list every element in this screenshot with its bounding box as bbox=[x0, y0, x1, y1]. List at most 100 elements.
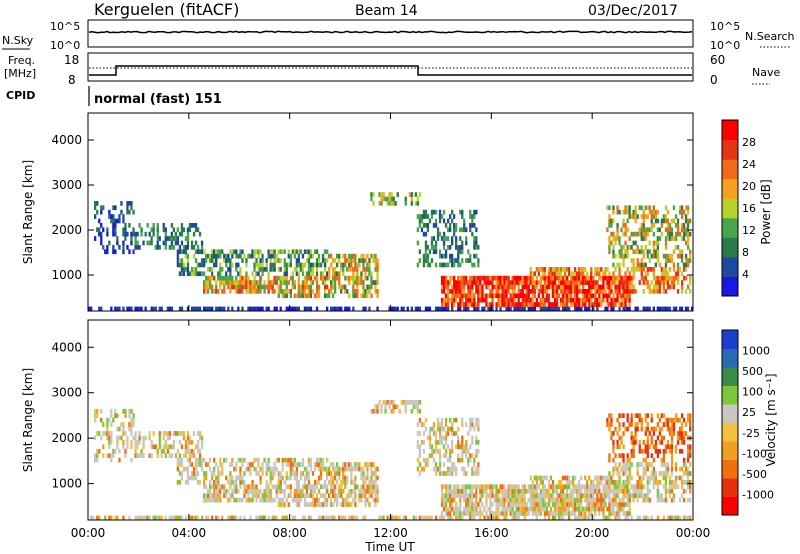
heatmap-cell bbox=[440, 306, 444, 312]
heatmap-cell bbox=[154, 444, 157, 450]
heatmap-cell bbox=[283, 258, 286, 263]
heatmap-cell bbox=[279, 497, 282, 503]
heatmap-cell bbox=[370, 484, 373, 490]
heatmap-cell bbox=[612, 306, 615, 312]
heatmap-cell bbox=[481, 297, 484, 303]
heatmap-cell bbox=[509, 284, 512, 290]
heatmap-cell bbox=[358, 462, 361, 467]
heatmap-cell bbox=[678, 497, 682, 503]
heatmap-cell bbox=[674, 275, 678, 281]
heatmap-cell bbox=[646, 413, 649, 418]
heatmap-cell bbox=[217, 249, 220, 255]
heatmap-cell bbox=[330, 471, 333, 476]
heatmap-cell bbox=[557, 280, 561, 285]
heatmap-cell bbox=[243, 488, 246, 494]
heatmap-cell bbox=[489, 275, 492, 281]
heatmap-cell bbox=[114, 231, 117, 237]
heatmap-cell bbox=[606, 302, 609, 307]
heatmap-cell bbox=[342, 267, 345, 272]
heatmap-cell bbox=[366, 262, 369, 268]
heatmap-cell bbox=[555, 297, 559, 303]
heatmap-cell bbox=[664, 462, 668, 467]
heatmap-cell bbox=[469, 488, 472, 494]
heatmap-cell bbox=[626, 227, 629, 233]
heatmap-cell bbox=[362, 284, 365, 290]
heatmap-cell bbox=[686, 231, 690, 237]
heatmap-cell bbox=[626, 253, 629, 259]
heatmap-cell bbox=[120, 435, 123, 441]
heatmap-cell bbox=[422, 231, 426, 237]
heatmap-cell bbox=[118, 435, 121, 441]
heatmap-cell bbox=[156, 240, 159, 246]
heatmap-cell bbox=[434, 306, 438, 312]
heatmap-cell bbox=[196, 471, 200, 476]
heatmap-cell bbox=[311, 488, 315, 494]
heatmap-cell bbox=[334, 284, 337, 290]
heatmap-cell bbox=[634, 440, 637, 445]
heatmap-cell bbox=[521, 297, 524, 303]
heatmap-cell bbox=[680, 227, 684, 233]
heatmap-cell bbox=[178, 480, 182, 485]
heatmap-cell bbox=[527, 484, 530, 490]
heatmap-cell bbox=[328, 267, 331, 272]
velocity-ylabel: Slant Range [km] bbox=[21, 368, 35, 472]
heatmap-cell bbox=[664, 253, 668, 259]
heatmap-cell bbox=[503, 484, 506, 490]
heatmap-cell bbox=[553, 275, 557, 281]
heatmap-cell bbox=[582, 275, 585, 281]
heatmap-cell bbox=[219, 267, 222, 272]
heatmap-cell bbox=[465, 444, 468, 450]
heatmap-cell bbox=[134, 236, 137, 241]
heatmap-cell bbox=[453, 466, 456, 472]
heatmap-cell bbox=[303, 289, 307, 294]
heatmap-cell bbox=[261, 306, 264, 312]
heatmap-cell bbox=[451, 471, 454, 476]
heatmap-cell bbox=[414, 400, 417, 405]
heatmap-cell bbox=[114, 227, 117, 233]
heatmap-cell bbox=[138, 440, 141, 445]
heatmap-cell bbox=[652, 306, 655, 312]
heatmap-cell bbox=[475, 275, 478, 281]
heatmap-cell bbox=[561, 511, 565, 516]
heatmap-cell bbox=[200, 457, 204, 463]
heatmap-cell bbox=[485, 297, 488, 303]
heatmap-cell bbox=[626, 462, 629, 467]
heatmap-cell bbox=[630, 515, 633, 521]
heatmap-cell bbox=[455, 223, 458, 228]
heatmap-cell bbox=[483, 293, 486, 299]
heatmap-cell bbox=[662, 284, 665, 290]
heatmap-cell bbox=[352, 466, 355, 472]
heatmap-cell bbox=[638, 515, 641, 521]
heatmap-cell bbox=[356, 293, 359, 299]
heatmap-cell bbox=[630, 453, 633, 458]
heatmap-cell bbox=[196, 480, 200, 485]
heatmap-cell bbox=[608, 214, 611, 219]
heatmap-cell bbox=[350, 262, 353, 268]
heatmap-cell bbox=[491, 515, 494, 521]
heatmap-cell bbox=[689, 471, 692, 476]
heatmap-cell bbox=[376, 408, 379, 414]
heatmap-cell bbox=[271, 280, 274, 285]
heatmap-cell bbox=[471, 506, 474, 512]
heatmap-cell bbox=[676, 218, 680, 224]
heatmap-cell bbox=[444, 417, 448, 423]
heatmap-cell bbox=[356, 284, 359, 290]
heatmap-cell bbox=[666, 275, 670, 281]
heatmap-cell bbox=[257, 493, 260, 498]
heatmap-cell bbox=[289, 253, 292, 259]
heatmap-cell bbox=[178, 453, 182, 458]
heatmap-cell bbox=[652, 223, 655, 228]
heatmap-cell bbox=[666, 253, 670, 259]
heatmap-cell bbox=[686, 413, 690, 418]
heatmap-cell bbox=[559, 506, 563, 512]
heatmap-cell bbox=[640, 227, 643, 233]
heatmap-cell bbox=[200, 240, 204, 246]
heatmap-cell bbox=[489, 488, 492, 494]
heatmap-cell bbox=[559, 484, 563, 490]
heatmap-cell bbox=[523, 493, 526, 498]
heatmap-cell bbox=[354, 462, 357, 467]
heatmap-cell bbox=[640, 462, 643, 467]
heatmap-cell bbox=[346, 275, 349, 281]
heatmap-cell bbox=[352, 284, 355, 290]
heatmap-cell bbox=[608, 480, 611, 485]
